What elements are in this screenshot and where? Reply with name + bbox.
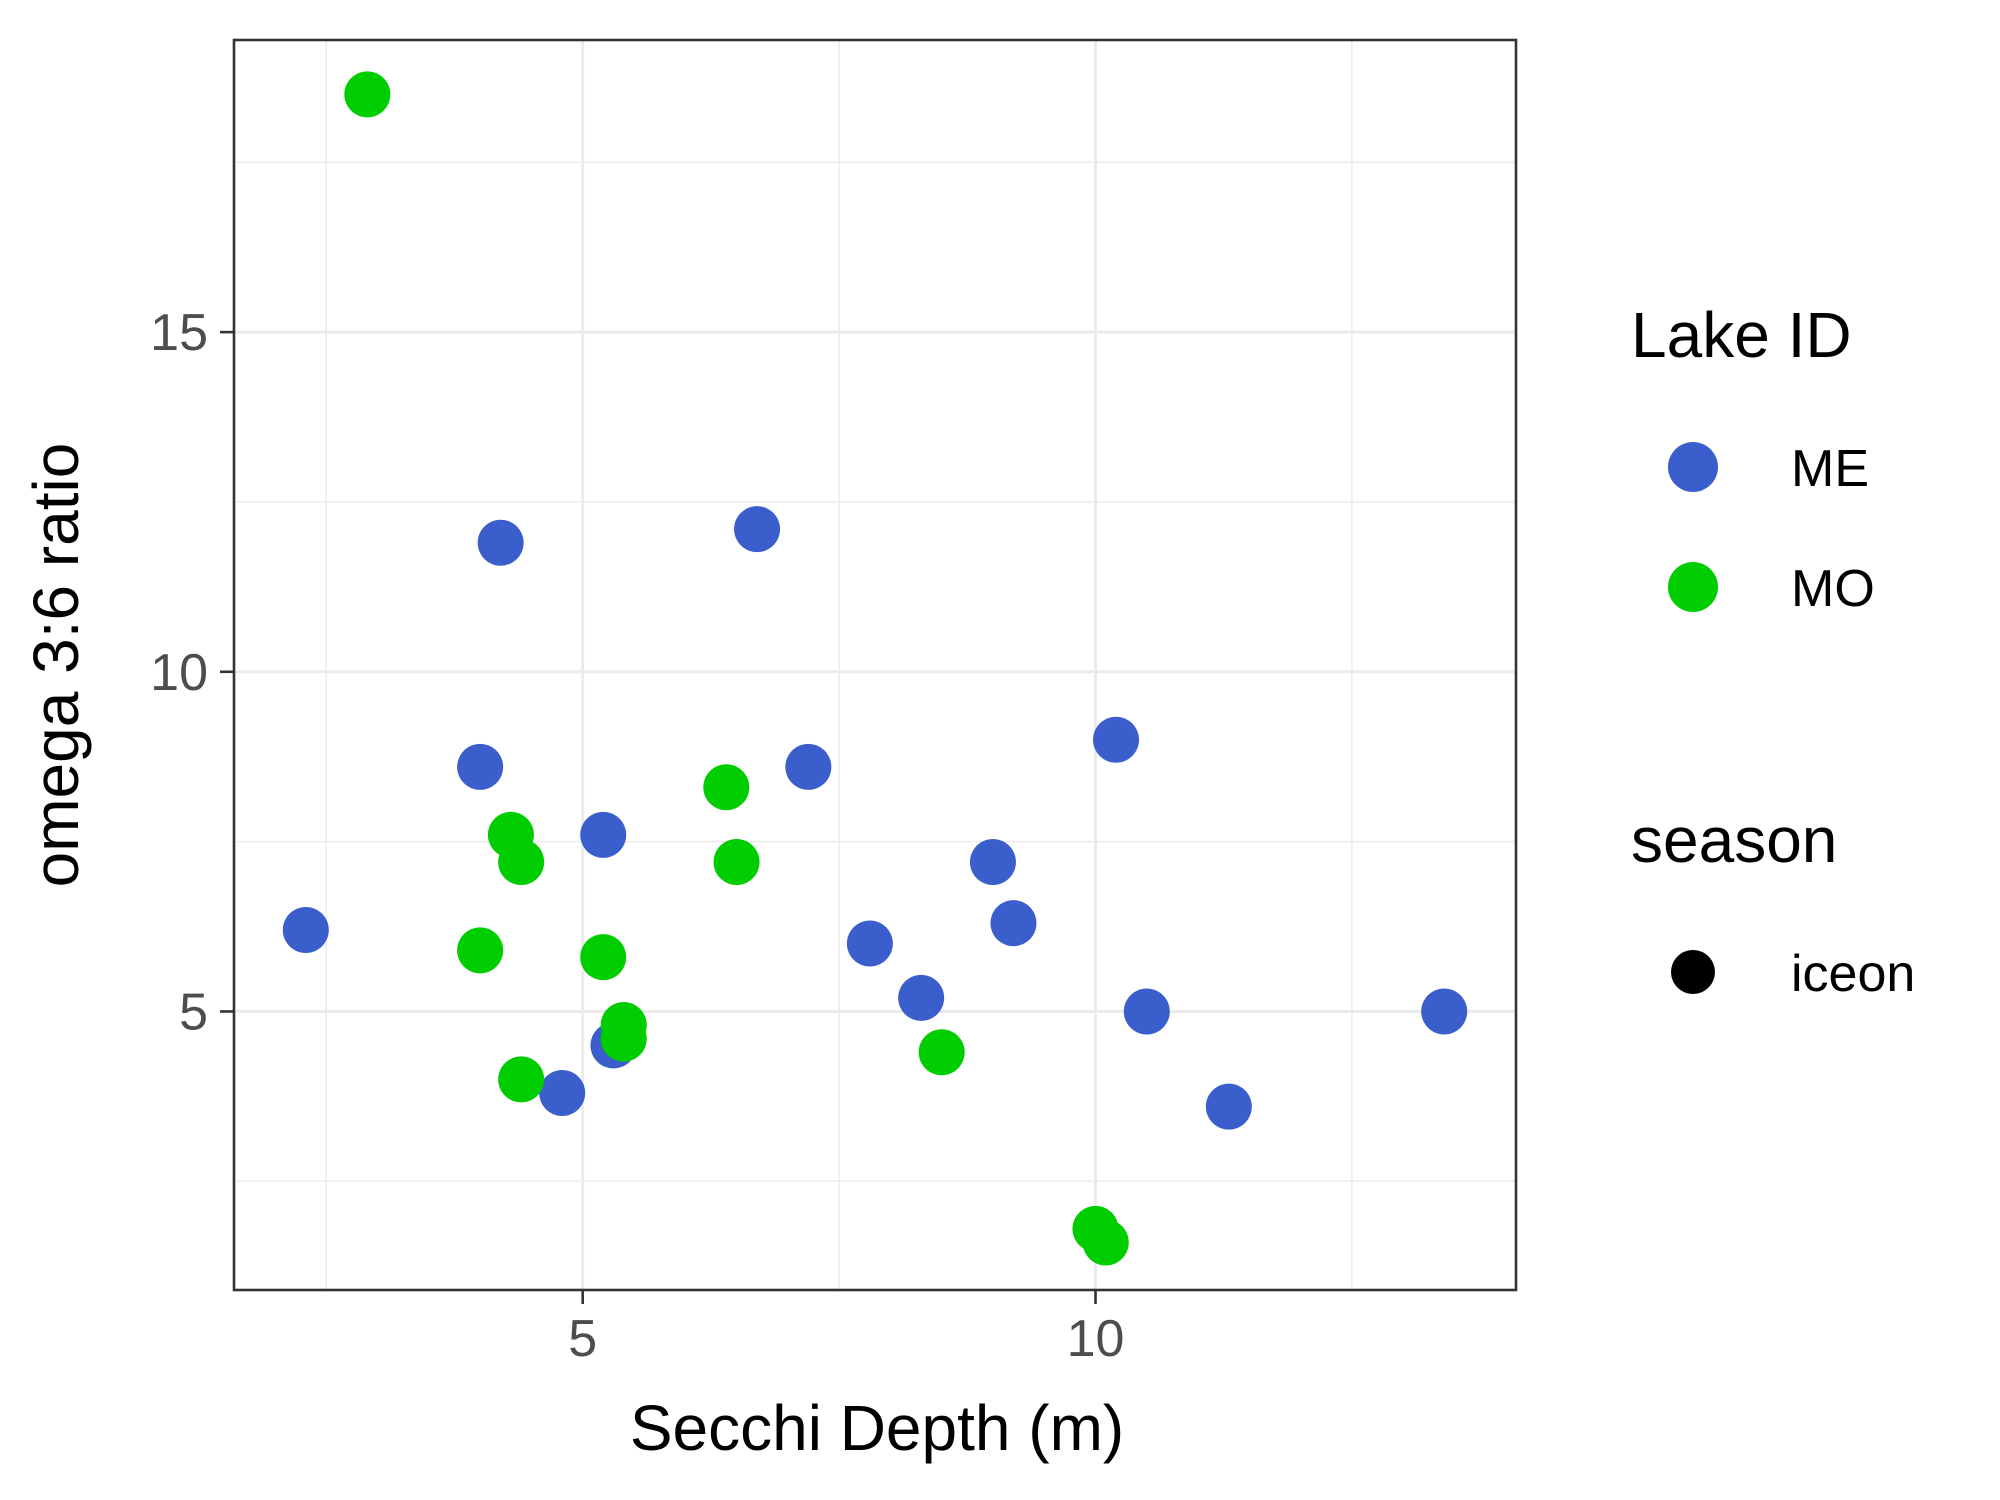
point-me xyxy=(969,839,1016,886)
point-mo xyxy=(498,839,545,886)
minor-gridlines xyxy=(234,40,1516,1290)
y-tick-label: 15 xyxy=(150,304,208,362)
point-me xyxy=(580,811,627,858)
legend-label-iceon: iceon xyxy=(1791,945,1915,1003)
x-tick-label: 10 xyxy=(1067,1310,1125,1368)
point-mo xyxy=(457,927,504,974)
legend-title-color: Lake ID xyxy=(1631,299,1852,371)
point-me xyxy=(734,506,781,553)
point-mo xyxy=(344,71,391,118)
x-tick-label: 5 xyxy=(568,1310,597,1368)
point-me xyxy=(477,519,524,566)
legend-label-mo: MO xyxy=(1791,560,1875,618)
legend-key-mo xyxy=(1668,562,1718,612)
point-me xyxy=(1093,716,1140,763)
major-gridlines xyxy=(234,40,1516,1290)
point-mo xyxy=(498,1056,545,1103)
point-mo xyxy=(703,764,750,811)
legend-key-iceon xyxy=(1671,950,1715,994)
point-me xyxy=(1205,1083,1252,1130)
point-mo xyxy=(713,839,760,886)
legend-title-shape: season xyxy=(1631,804,1837,876)
legend-label-me: ME xyxy=(1791,440,1869,498)
legend: Lake ID ME MO season iceon xyxy=(1631,299,1915,1003)
point-mo xyxy=(918,1029,965,1076)
y-tick-label: 5 xyxy=(179,983,208,1041)
point-me xyxy=(539,1069,586,1116)
point-me xyxy=(1123,988,1170,1035)
x-axis-title: Secchi Depth (m) xyxy=(630,1392,1124,1464)
axis-tick-labels: 5 10 5 10 15 xyxy=(150,304,1124,1368)
point-mo xyxy=(600,1015,647,1062)
point-me xyxy=(785,743,832,790)
axis-ticks xyxy=(220,330,1097,1304)
data-points xyxy=(282,71,1468,1266)
point-me xyxy=(282,906,329,953)
y-tick-label: 10 xyxy=(150,644,208,702)
point-mo xyxy=(1082,1219,1129,1266)
point-mo xyxy=(580,934,627,981)
y-axis-title: omega 3:6 ratio xyxy=(20,443,92,888)
point-me xyxy=(457,743,504,790)
point-me xyxy=(1421,988,1468,1035)
legend-key-me xyxy=(1668,442,1718,492)
plot-panel-border xyxy=(232,38,1518,1292)
point-me xyxy=(898,974,945,1021)
point-me xyxy=(990,900,1037,947)
point-me xyxy=(846,920,893,967)
